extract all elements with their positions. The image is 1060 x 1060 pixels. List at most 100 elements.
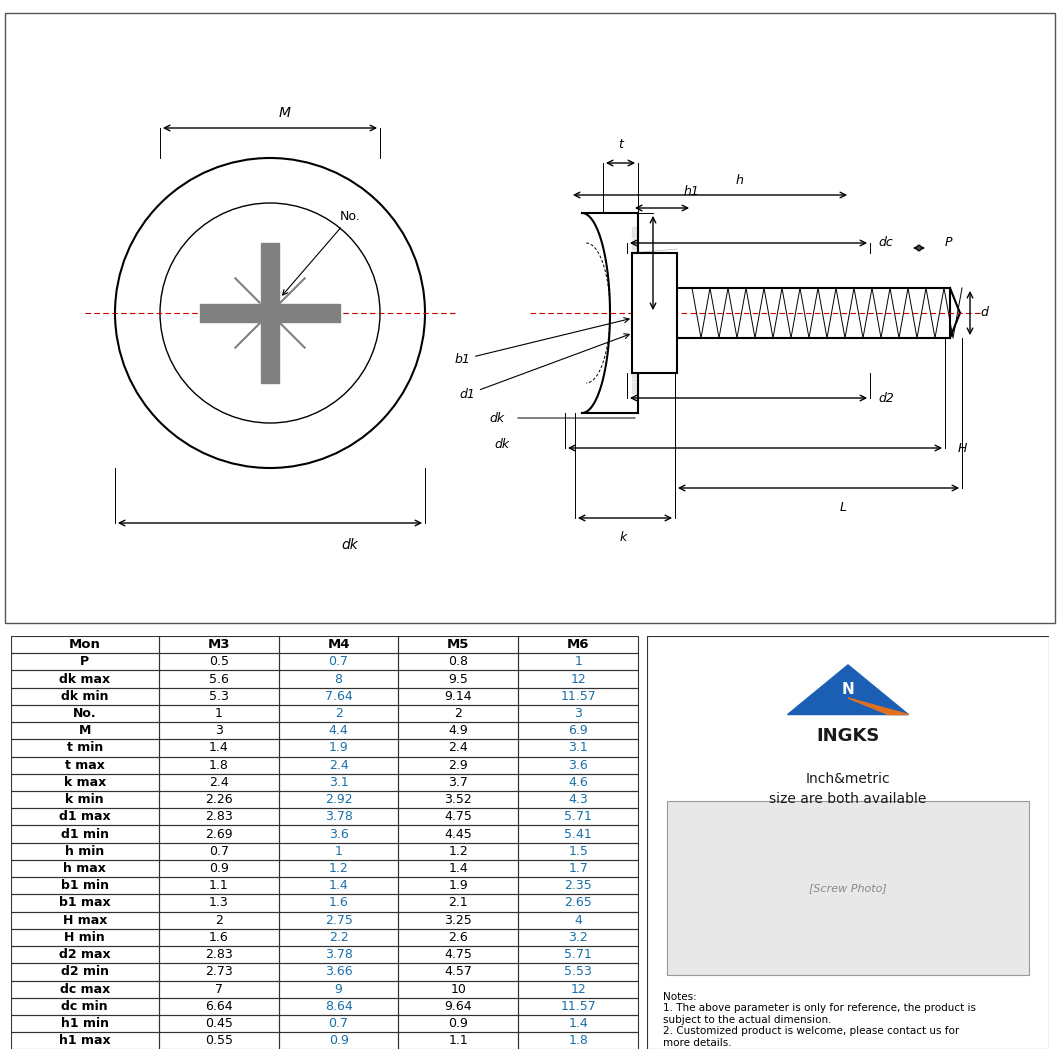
Text: 4.75: 4.75 [444,810,473,824]
Text: dk min: dk min [61,690,108,703]
Text: dk max: dk max [59,672,110,686]
Text: H: H [958,442,968,455]
Text: d1 min: d1 min [60,828,109,841]
Bar [11,1032,159,1049]
Bar [11,878,159,895]
Text: 3.25: 3.25 [444,914,473,926]
Text: h1 min: h1 min [60,1017,109,1030]
Text: 0.9: 0.9 [329,1035,349,1047]
Bar [159,688,279,705]
Text: 1.6: 1.6 [329,897,349,909]
Text: 2: 2 [335,707,342,720]
Bar [399,860,518,878]
Text: 3.1: 3.1 [329,776,349,789]
Text: dc max: dc max [59,983,110,995]
Text: 9.14: 9.14 [444,690,472,703]
Text: 1: 1 [335,845,342,858]
Bar [399,653,518,671]
Text: N: N [842,683,854,697]
Text: 4.4: 4.4 [329,724,349,738]
Text: 5.3: 5.3 [209,690,229,703]
Bar [399,671,518,688]
Bar [279,774,399,791]
Text: 5.71: 5.71 [564,948,593,961]
Bar [399,774,518,791]
Text: 1.4: 1.4 [568,1017,588,1030]
Bar [518,1032,638,1049]
Text: 2.83: 2.83 [205,948,232,961]
Bar [159,929,279,947]
Bar [279,688,399,705]
Bar [11,722,159,740]
Bar [11,946,159,964]
Bar [159,980,279,997]
Bar [159,653,279,671]
Bar [279,653,399,671]
Bar [518,980,638,997]
Text: 4.6: 4.6 [568,776,588,789]
Text: 0.8: 0.8 [448,655,469,669]
Text: t min: t min [67,741,103,755]
Bar [159,826,279,843]
Text: t max: t max [65,759,105,772]
Text: 0.9: 0.9 [448,1017,469,1030]
Text: 1.1: 1.1 [209,879,229,893]
Bar [518,688,638,705]
Text: [Screw Photo]: [Screw Photo] [809,883,887,894]
Bar [159,757,279,774]
Text: 4.75: 4.75 [444,948,473,961]
Bar [518,653,638,671]
Bar [518,964,638,981]
Text: d1: d1 [459,334,630,401]
Bar [518,757,638,774]
Text: 1.4: 1.4 [448,862,469,876]
Bar [11,671,159,688]
Bar [399,826,518,843]
Bar [159,636,279,653]
Text: 3.6: 3.6 [568,759,588,772]
Bar [279,860,399,878]
Bar [11,791,159,808]
Bar [399,757,518,774]
Text: M4: M4 [328,638,350,651]
Bar [11,653,159,671]
Text: INGKS: INGKS [816,727,880,745]
Text: P: P [81,655,89,669]
Bar [518,929,638,947]
Text: 2.83: 2.83 [205,810,232,824]
Text: 10: 10 [450,983,466,995]
Text: h1 max: h1 max [59,1035,110,1047]
Text: 2.2: 2.2 [329,931,349,944]
Text: M6: M6 [567,638,589,651]
Bar [279,980,399,997]
Bar [518,705,638,722]
Bar [518,860,638,878]
Text: 4.3: 4.3 [568,793,588,807]
Bar [159,997,279,1015]
Bar [399,636,518,653]
Bar [279,791,399,808]
Text: 3.6: 3.6 [329,828,349,841]
Text: 1.9: 1.9 [448,879,469,893]
Text: d2 min: d2 min [60,966,109,978]
Text: 3: 3 [215,724,223,738]
Text: 4.45: 4.45 [444,828,473,841]
Bar [11,740,159,757]
Text: 6.64: 6.64 [205,1000,232,1013]
Bar [399,980,518,997]
Bar [399,1015,518,1032]
Text: h max: h max [64,862,106,876]
Text: 5.41: 5.41 [564,828,593,841]
Text: 4: 4 [575,914,582,926]
Bar [159,722,279,740]
Text: b1 min: b1 min [60,879,109,893]
Text: 4.9: 4.9 [448,724,469,738]
Text: 6.9: 6.9 [568,724,588,738]
Bar [399,895,518,912]
Text: 1.8: 1.8 [209,759,229,772]
Bar [159,946,279,964]
Bar [279,722,399,740]
Bar [11,929,159,947]
Bar [518,740,638,757]
Text: h min: h min [65,845,104,858]
